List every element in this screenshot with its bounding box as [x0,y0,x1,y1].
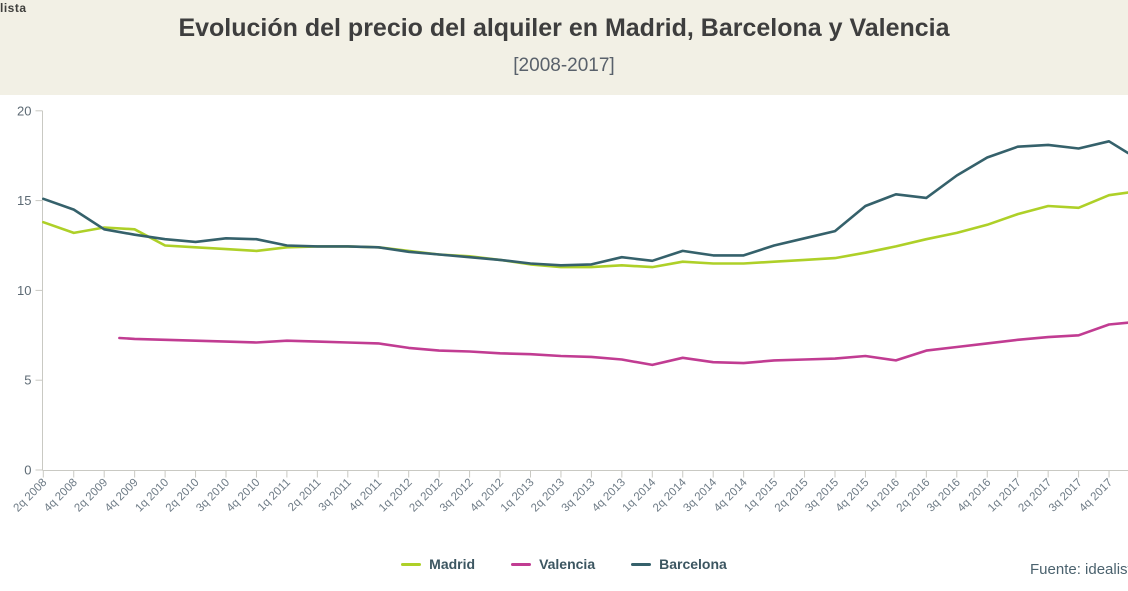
x-tick-label: 2q 2011 [286,477,323,514]
y-tick-label: 5 [24,373,31,388]
line-madrid [41,191,1128,269]
legend-label: Valencia [539,556,596,572]
y-tick-label: 0 [24,463,31,478]
y-tick-label: 15 [17,193,31,208]
legend-swatch-valencia [511,562,532,566]
legend-swatch-barcelona [631,562,652,566]
x-tick-label: 4q 2010 [225,477,263,515]
header-band [0,0,1128,95]
legend-label: Madrid [429,556,476,572]
y-tick-label: 10 [17,283,31,298]
legend-label: Barcelona [659,556,727,572]
source-label: Fuente: idealista [1030,561,1128,578]
idealista-logo-fragment: lista [0,1,27,15]
chart-subtitle: [2008-2017] [513,55,615,76]
x-tick-label: 3q 2011 [317,477,354,514]
x-tick-label: 4q 2017 [1077,477,1115,515]
legend-item-madrid: Madrid [401,556,475,572]
legend-item-barcelona: Barcelona [631,556,727,572]
legend-item-valencia: Valencia [511,556,595,572]
line-valencia [118,321,1128,367]
x-tick-label: 1q 2011 [256,477,293,514]
y-tick-label: 20 [17,103,31,118]
legend-swatch-madrid [401,562,422,566]
chart-title: Evolución del precio del alquiler en Mad… [178,14,950,42]
chart-legend: Madrid Valencia Barcelona [0,556,1128,572]
line-barcelona [41,140,1128,267]
